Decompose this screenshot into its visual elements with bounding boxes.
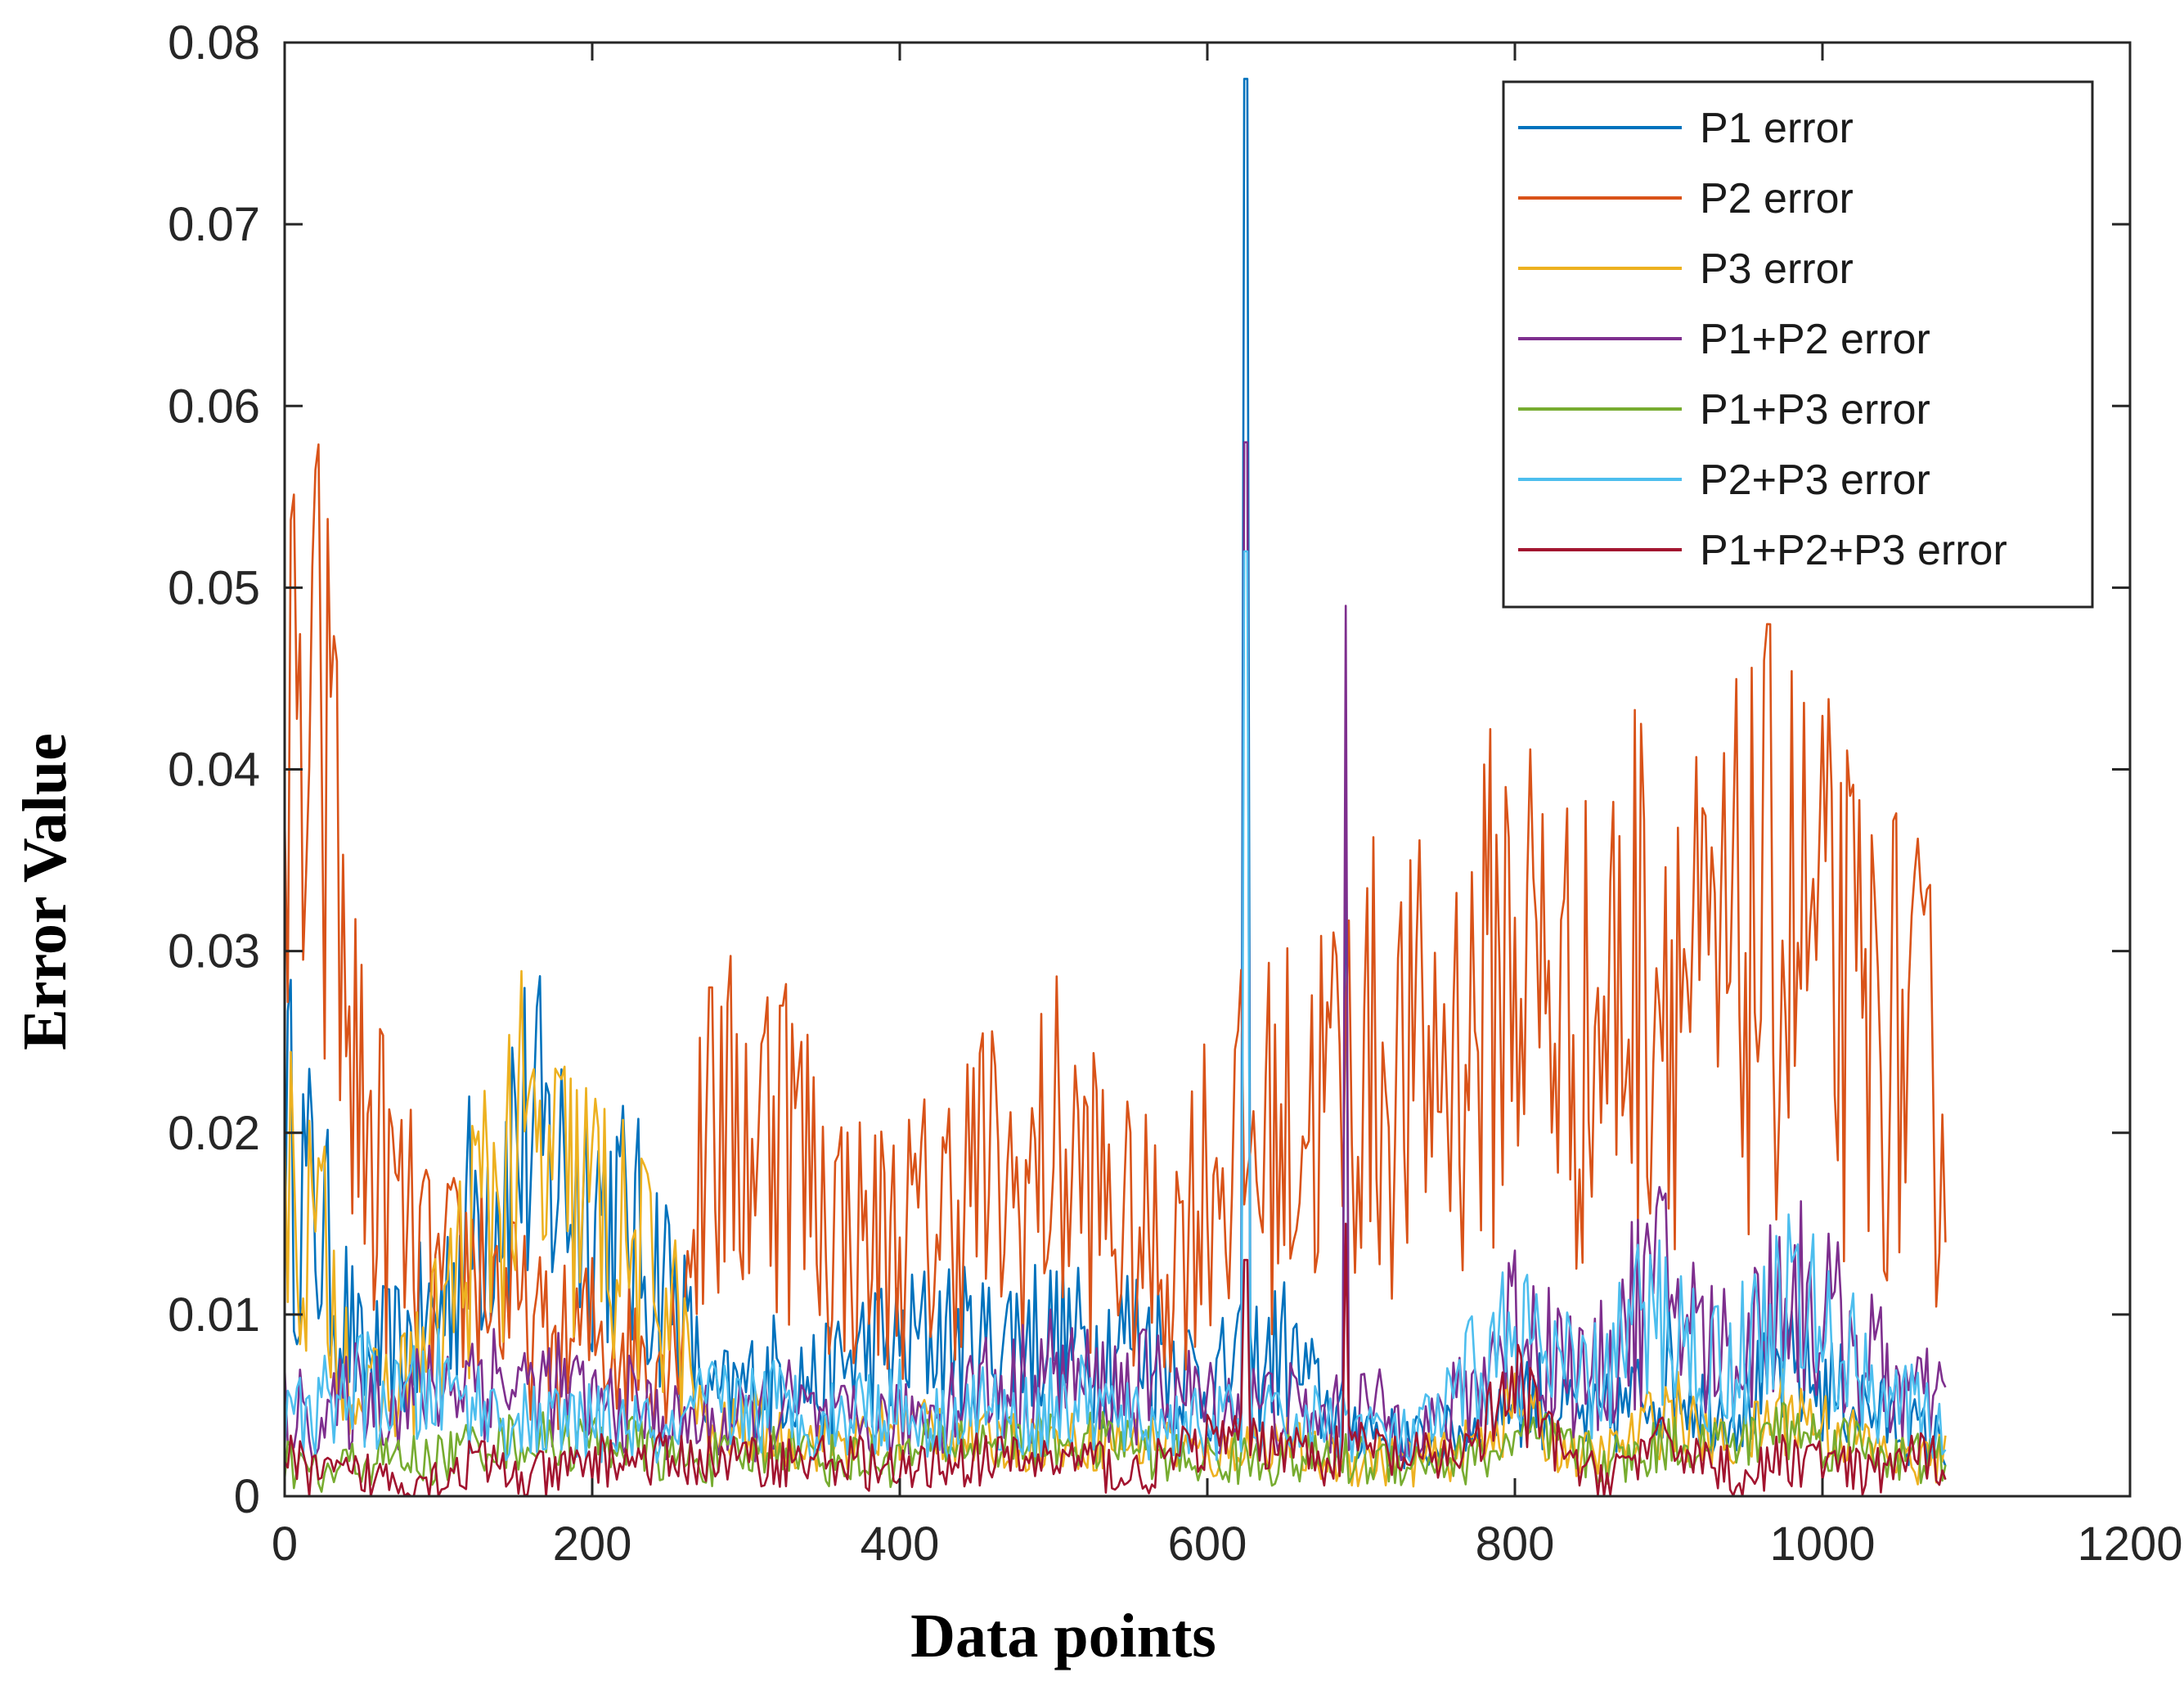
y-tick-label: 0 [234, 1470, 260, 1523]
legend-label: P1 error [1700, 105, 1854, 152]
legend-label: P3 error [1700, 245, 1854, 293]
y-tick-label: 0.07 [168, 198, 260, 251]
x-axis-title: Data points [910, 1602, 1216, 1670]
x-tick-label: 1200 [2077, 1517, 2182, 1571]
y-tick-label: 0.01 [168, 1288, 260, 1342]
series-line-p2-error [283, 443, 1947, 1431]
x-tick-label: 600 [1168, 1517, 1247, 1571]
y-tick-label: 0.06 [168, 380, 260, 433]
x-tick-label: 800 [1476, 1517, 1555, 1571]
series-line-p1-p2-p3-error [283, 1222, 1947, 1498]
y-tick-label: 0.08 [168, 16, 260, 70]
y-axis-title: Error Value [11, 733, 79, 1050]
x-tick-label: 200 [553, 1517, 632, 1571]
x-tick-label: 0 [272, 1517, 298, 1571]
legend-label: P2 error [1700, 175, 1854, 223]
plot-area [283, 78, 1947, 1498]
legend[interactable]: P1 error P2 error P3 error P1+P2 error P1+P3… [1502, 80, 2094, 609]
series-line-p2-p3-error [283, 550, 1947, 1464]
y-tick-label: 0.04 [168, 744, 260, 797]
y-tick-label: 0.03 [168, 925, 260, 978]
axes: 0 200 400 600 800 1000 1200 0 0.01 0.02 0.03 0.04 0.… [168, 16, 2182, 1571]
legend-label: P2+P3 error [1700, 456, 1930, 504]
y-tick-label: 0.02 [168, 1107, 260, 1160]
x-tick-label: 1000 [1769, 1517, 1875, 1571]
legend-label: P1+P3 error [1700, 386, 1930, 434]
legend-label: P1+P2 error [1700, 316, 1930, 363]
series-line-p1-p2-error [283, 441, 1947, 1463]
legend-box [1502, 80, 2094, 609]
x-tick-label: 400 [861, 1517, 940, 1571]
legend-label: P1+P2+P3 error [1700, 527, 2007, 574]
y-tick-label: 0.05 [168, 561, 260, 614]
